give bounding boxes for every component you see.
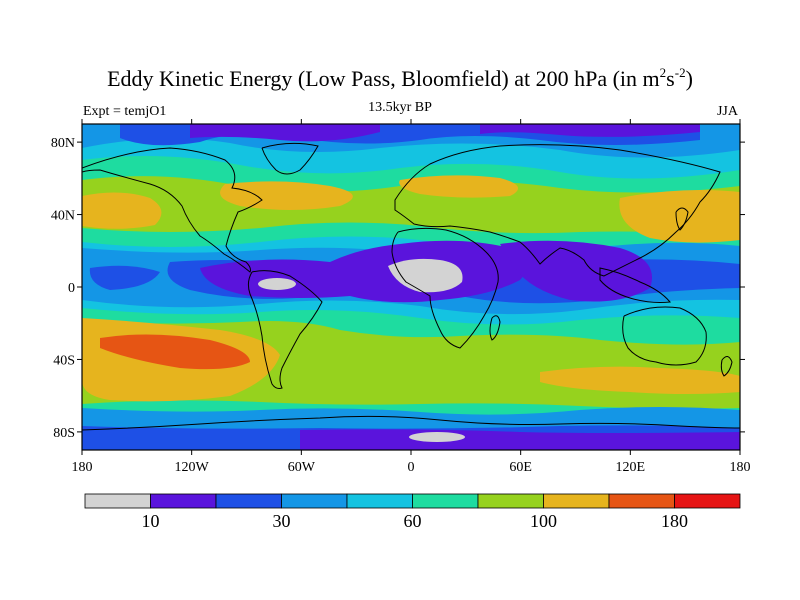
lat-tick-label: 40S [53, 353, 75, 368]
field-amazon-gray [258, 278, 296, 290]
colorbar-label: 10 [142, 511, 160, 531]
lat-tick-label: 40N [51, 209, 75, 224]
coast-europe-asia [394, 144, 721, 277]
lon-tick-label: 120W [175, 460, 210, 475]
colorbar-label: 100 [530, 511, 557, 531]
field-npac-jet-east [619, 190, 740, 243]
season-label: JJA [716, 104, 738, 119]
field-antarctic-gray [409, 432, 465, 442]
lat-tick-label: 0 [68, 281, 75, 296]
lon-tick-label: 0 [408, 460, 415, 475]
field-africa-gray [388, 258, 463, 293]
colorbar-label: 180 [661, 511, 688, 531]
coast-south-america [247, 270, 323, 389]
colorbar-swatch [84, 493, 151, 509]
latitude-axis: 80N 40N 0 40S 80S [51, 136, 745, 441]
lon-tick-label: 180 [72, 460, 93, 475]
colorbar-swatch [608, 493, 675, 509]
lon-tick-label: 120E [616, 460, 646, 475]
field-sio-jet [540, 366, 740, 394]
coast-japan [675, 207, 689, 231]
coast-australia [622, 306, 707, 366]
colorbar-swatch [346, 493, 413, 509]
coast-antarctica [82, 415, 740, 431]
field-contours [82, 124, 740, 450]
colorbar-swatch [674, 493, 741, 509]
colorbar-label: 60 [404, 511, 422, 531]
field-greenland-min [190, 124, 380, 142]
field-eurasia-jet [399, 175, 518, 198]
lon-tick-label: 180 [730, 460, 751, 475]
field-natl-jet [220, 181, 353, 210]
field-npac-jet-west [82, 192, 162, 229]
field-spac-core [100, 334, 250, 370]
plot-title: Eddy Kinetic Energy (Low Pass, Bloomfiel… [107, 65, 693, 91]
colorbar-swatch [412, 493, 479, 509]
field-indian-min [500, 240, 652, 302]
coast-new-zealand [720, 356, 733, 377]
coast-greenland [261, 142, 319, 175]
coast-north-america [82, 147, 263, 273]
lon-tick-label: 60W [288, 460, 316, 475]
lon-tick-label: 60E [509, 460, 532, 475]
experiment-label: Expt = temjO1 [83, 104, 167, 119]
coast-madagascar [489, 315, 501, 341]
lat-tick-label: 80S [53, 426, 75, 441]
field-antarctic-purple [300, 429, 740, 450]
colorbar-swatch [150, 493, 217, 509]
longitude-axis: 180 120W 60W 0 60E 120E 180 [72, 119, 751, 475]
colorbar-swatch [477, 493, 544, 509]
coast-africa [391, 227, 499, 349]
coastlines [82, 142, 740, 431]
coast-southeast-asia [599, 267, 671, 303]
colorbar: 10 30 60 100 180 [84, 493, 741, 531]
field-epac-blue [89, 265, 160, 290]
field-siberia-min [480, 124, 700, 137]
colorbar-swatch [543, 493, 610, 509]
colorbar-label: 30 [273, 511, 291, 531]
colorbar-swatch [215, 493, 282, 509]
colorbar-swatch [281, 493, 348, 509]
time-label: 13.5kyr BP [368, 100, 432, 115]
lat-tick-label: 80N [51, 136, 75, 151]
